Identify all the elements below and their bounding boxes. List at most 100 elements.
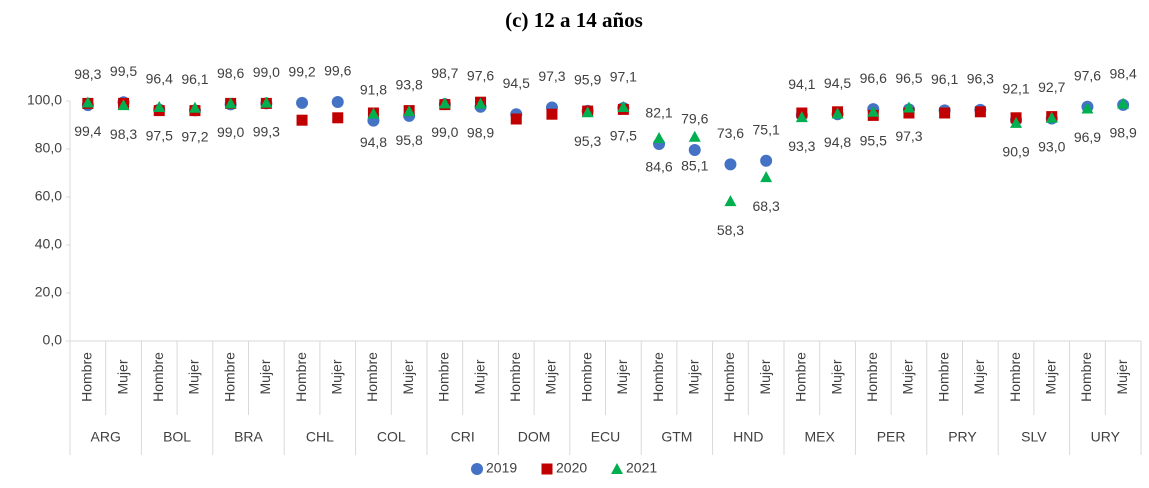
- data-label: 98,4: [1110, 66, 1137, 82]
- group-label: PRY: [948, 429, 977, 445]
- group-label: ARG: [91, 429, 121, 445]
- point: [188, 101, 201, 113]
- data-label: 91,8: [360, 81, 387, 97]
- group-label: DOM: [518, 429, 551, 445]
- x-tick-label: Mujer: [186, 359, 202, 394]
- data-label: 96,3: [967, 71, 994, 87]
- data-label: 96,4: [146, 70, 173, 86]
- x-tick-label: Mujer: [757, 359, 773, 394]
- data-label: 68,3: [753, 198, 780, 214]
- legend-label: 2019: [486, 460, 517, 476]
- point: [81, 96, 94, 108]
- legend-label: 2021: [626, 460, 657, 476]
- group-label: BOL: [163, 429, 191, 445]
- data-label: 99,2: [288, 64, 315, 80]
- x-tick-label: Hombre: [1078, 352, 1094, 402]
- point: [546, 108, 558, 120]
- data-label: 99,0: [217, 124, 244, 140]
- data-label: 96,1: [181, 71, 208, 87]
- x-tick-label: Mujer: [328, 359, 344, 394]
- data-label: 94,5: [503, 75, 530, 91]
- data-label: 92,1: [1002, 81, 1029, 97]
- y-tick-label: 20,0: [35, 284, 62, 300]
- x-tick-label: Hombre: [364, 352, 380, 402]
- data-label: 85,1: [681, 157, 708, 173]
- point: [617, 101, 630, 112]
- point: [903, 107, 915, 119]
- data-label: 95,5: [860, 133, 887, 149]
- data-label: 93,8: [396, 77, 423, 93]
- data-label: 98,3: [74, 66, 101, 82]
- data-label: 75,1: [753, 121, 780, 137]
- point: [831, 107, 844, 119]
- data-label: 82,1: [645, 105, 672, 121]
- x-tick-label: Hombre: [935, 352, 951, 402]
- x-tick-label: Hombre: [436, 352, 452, 402]
- x-tick-label: Hombre: [221, 352, 237, 402]
- data-label: 93,3: [788, 138, 815, 154]
- x-tick-label: Hombre: [293, 352, 309, 402]
- x-tick-label: Mujer: [900, 359, 916, 394]
- data-label: 92,7: [1038, 79, 1065, 95]
- data-label: 99,0: [431, 124, 458, 140]
- point: [331, 95, 344, 108]
- point: [117, 99, 130, 111]
- point: [795, 111, 808, 123]
- group-label: CHL: [306, 429, 334, 445]
- group-label: COL: [377, 429, 406, 445]
- x-tick-label: Mujer: [257, 359, 273, 394]
- x-tick-label: Mujer: [114, 359, 130, 394]
- data-label: 99,0: [253, 64, 280, 80]
- point: [688, 143, 701, 156]
- x-tick-label: Mujer: [400, 359, 416, 394]
- data-label: 58,3: [717, 222, 744, 238]
- data-label: 97,5: [146, 128, 173, 144]
- x-tick-label: Hombre: [150, 352, 166, 402]
- group-label: PER: [877, 429, 906, 445]
- data-label: 94,5: [824, 75, 851, 91]
- data-label: 96,9: [1074, 129, 1101, 145]
- data-label: 98,7: [431, 65, 458, 81]
- data-label: 99,5: [110, 63, 137, 79]
- x-tick-label: Mujer: [971, 359, 987, 394]
- data-label: 96,1: [931, 71, 958, 87]
- y-tick-label: 0,0: [43, 332, 63, 348]
- data-label: 96,6: [860, 70, 887, 86]
- point: [474, 97, 487, 109]
- group-label: BRA: [234, 429, 263, 445]
- data-label: 94,1: [788, 76, 815, 92]
- data-label: 94,8: [360, 134, 387, 150]
- group-label: CRI: [451, 429, 475, 445]
- data-label: 97,2: [181, 128, 208, 144]
- x-tick-label: Hombre: [578, 352, 594, 402]
- x-tick-label: Hombre: [79, 352, 95, 402]
- data-label: 98,9: [1110, 124, 1137, 140]
- x-tick-label: Hombre: [650, 352, 666, 402]
- y-tick-label: 60,0: [35, 188, 62, 204]
- point: [760, 171, 773, 183]
- point: [724, 195, 737, 207]
- data-label: 95,8: [396, 132, 423, 148]
- data-label: 97,3: [895, 128, 922, 144]
- group-label: SLV: [1021, 429, 1047, 445]
- x-tick-label: Mujer: [471, 359, 487, 394]
- point: [296, 114, 308, 126]
- point: [974, 106, 986, 118]
- point: [653, 131, 666, 143]
- data-label: 73,6: [717, 125, 744, 141]
- point: [688, 130, 701, 142]
- point: [332, 112, 344, 124]
- point: [153, 101, 166, 112]
- data-label: 98,6: [217, 65, 244, 81]
- x-tick-label: Mujer: [685, 359, 701, 394]
- data-label: 79,6: [681, 111, 708, 127]
- group-label: MEX: [805, 429, 836, 445]
- data-label: 95,3: [574, 133, 601, 149]
- point: [724, 158, 737, 171]
- x-tick-label: Hombre: [721, 352, 737, 402]
- data-label: 96,5: [895, 70, 922, 86]
- data-label: 98,3: [110, 126, 137, 142]
- point: [224, 97, 237, 109]
- point: [867, 105, 880, 117]
- point: [1117, 97, 1130, 109]
